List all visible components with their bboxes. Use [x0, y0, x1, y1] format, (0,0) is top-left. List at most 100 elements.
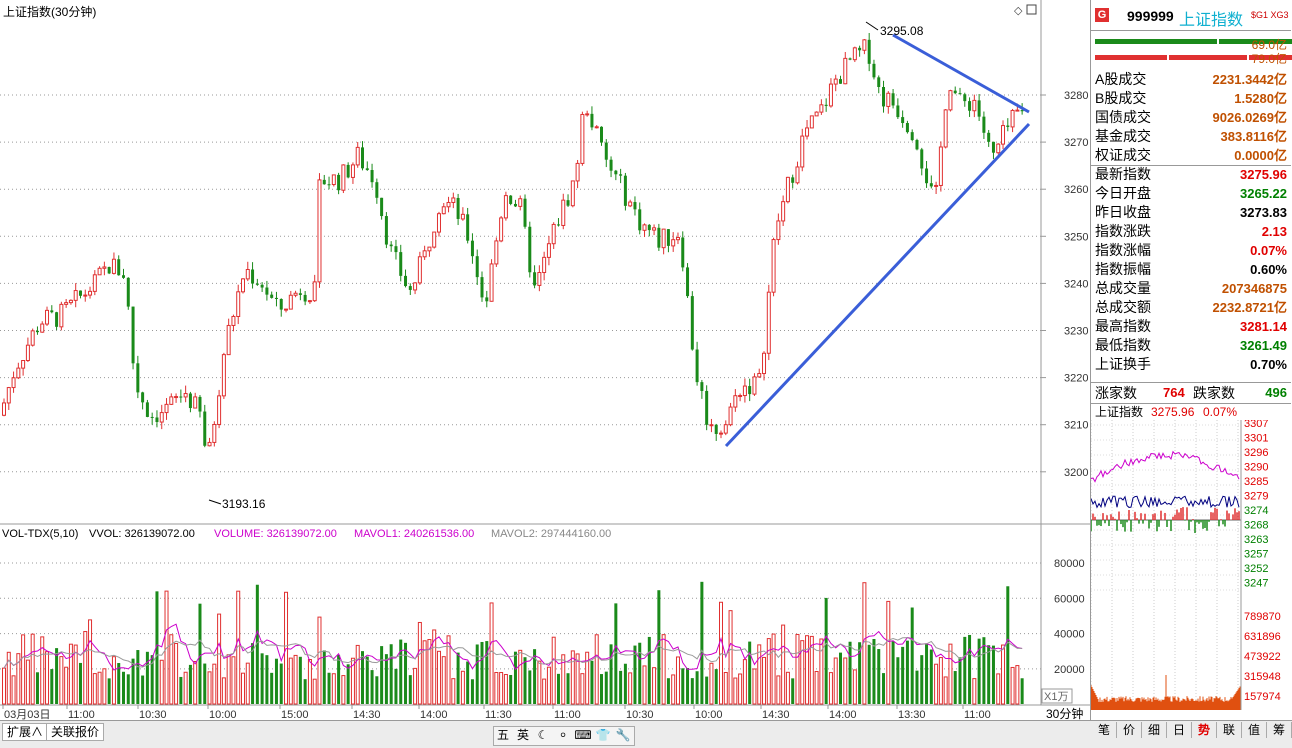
support-trendline[interactable] — [724, 122, 1031, 448]
volume-axis-label: 40000 — [1054, 629, 1085, 641]
security-code: 999999 — [1127, 8, 1174, 24]
volume-bar — [958, 657, 962, 704]
candle-body — [518, 198, 523, 207]
tab-price[interactable]: 价 — [1117, 722, 1142, 738]
candle-body — [350, 164, 355, 178]
quote-row: 最新指数 3275.96 — [1091, 165, 1291, 184]
tab-detail[interactable]: 细 — [1142, 722, 1167, 738]
candle-body — [236, 291, 241, 317]
candle-body — [925, 168, 929, 184]
candle-body — [231, 315, 236, 326]
quote-row-label: 总成交量 — [1095, 280, 1151, 296]
candle-body — [494, 240, 499, 265]
diamond-icon[interactable]: ◇ — [1014, 5, 1023, 17]
candle-body — [910, 132, 914, 141]
candle-body — [757, 373, 762, 378]
time-axis-label: 10:00 — [695, 709, 723, 720]
quote-row: 权证成交 0.0000亿 — [1091, 146, 1291, 166]
candle-body — [226, 324, 231, 356]
rise-value: 764 — [1163, 385, 1185, 400]
candle-body — [771, 239, 776, 293]
volume-bar — [150, 655, 154, 704]
price-axis-label: 3260 — [1064, 184, 1088, 196]
candle-body — [221, 354, 226, 397]
candle-body — [886, 92, 891, 107]
badge-icon: G — [1095, 8, 1109, 22]
tab-trend[interactable]: 势 — [1192, 722, 1217, 738]
resistance-trendline[interactable] — [892, 33, 1030, 114]
tab-value[interactable]: 值 — [1242, 722, 1267, 738]
candle-body — [317, 179, 322, 283]
volume-bar — [600, 674, 603, 704]
volume-bar — [131, 658, 135, 704]
quote-row-value: 9026.0269亿 — [1212, 110, 1287, 125]
moon-icon[interactable]: ☾ — [537, 728, 549, 742]
tab-link[interactable]: 联 — [1217, 722, 1242, 738]
wubi-icon[interactable]: 五 — [496, 728, 509, 742]
period-label[interactable]: 30分钟 — [1046, 706, 1083, 720]
quote-row: 总成交额 2232.8721亿 — [1091, 298, 1291, 317]
candle-body — [934, 184, 939, 187]
candle-body — [432, 231, 437, 248]
tab-extend[interactable]: 扩展∧ — [2, 723, 49, 741]
volume-bar — [293, 654, 298, 705]
wrench-icon[interactable]: 🔧 — [615, 728, 631, 742]
candle-body — [68, 299, 73, 304]
time-axis-label: 14:00 — [829, 709, 857, 720]
volume-bar — [361, 651, 364, 704]
candle-body — [766, 291, 771, 354]
punctuation-icon[interactable]: ⸰ — [559, 728, 567, 742]
tab-day[interactable]: 日 — [1167, 722, 1192, 738]
volume-bar — [466, 661, 470, 704]
candle-body — [920, 149, 924, 169]
volume-bar — [982, 637, 986, 704]
volume-bars — [2, 581, 1024, 705]
volume-bar — [570, 650, 575, 705]
volume-bar — [776, 675, 781, 705]
english-icon[interactable]: 英 — [516, 728, 529, 742]
candle-body — [346, 164, 350, 178]
keyboard-icon[interactable]: ⌨ — [574, 728, 592, 742]
quote-row: 上证换手 0.70% — [1091, 355, 1291, 374]
green-bar — [1095, 39, 1217, 44]
volume-bar — [905, 640, 909, 704]
candle-body — [141, 392, 145, 403]
price-axis-label: 3230 — [1064, 326, 1088, 338]
candlestick-chart[interactable]: 上证指数(30分钟) ◇ 3295.08 3193.16 3280 3270 326… — [0, 0, 1090, 720]
volume-bar — [255, 584, 259, 704]
candle-body — [480, 277, 484, 298]
candle-body — [537, 272, 542, 286]
mini-price-label: 3247 — [1244, 578, 1268, 590]
quote-row: 基金成交 383.8116亿 — [1091, 127, 1291, 146]
candle-body — [623, 175, 627, 206]
mini-price-label: 3268 — [1244, 520, 1268, 532]
volume-bar — [251, 643, 255, 704]
volume-bar — [350, 657, 355, 705]
volume-bar — [384, 654, 388, 704]
volume-bar — [2, 667, 6, 705]
candle-body — [594, 126, 599, 129]
intraday-mini-chart[interactable]: 3307 3301 3296 3290 3285 3279 3274 3268 3263 3257… — [1091, 420, 1292, 720]
candle-body — [2, 402, 6, 416]
candle-body — [809, 115, 814, 129]
candle-body — [1001, 125, 1006, 145]
quote-row: A股成交 2231.3442亿 — [1091, 70, 1291, 89]
volume-bar — [633, 645, 637, 704]
skin-icon[interactable]: 👕 — [595, 728, 611, 742]
volume-bar — [355, 644, 360, 705]
tab-tick[interactable]: 笔 — [1092, 722, 1117, 738]
candle-body — [681, 237, 685, 268]
volume-bar — [475, 644, 479, 704]
maximize-icon[interactable] — [1026, 4, 1037, 15]
tab-related-quotes[interactable]: 关联报价 — [46, 723, 105, 741]
volume-bar — [451, 678, 456, 705]
tab-chips[interactable]: 筹 — [1267, 722, 1292, 738]
volume-bar — [675, 656, 680, 705]
volume-bar — [929, 649, 933, 704]
candle-body — [652, 227, 657, 231]
time-axis-label: 11:00 — [554, 709, 581, 720]
volume-bar — [809, 635, 814, 705]
volume-bar — [107, 678, 111, 704]
price-axis-label: 3200 — [1064, 467, 1088, 479]
volume-bar — [920, 655, 924, 704]
